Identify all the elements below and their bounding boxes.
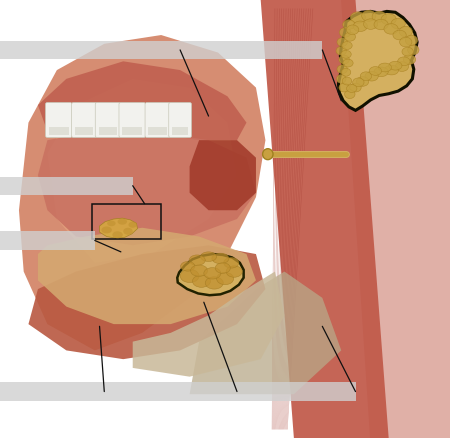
Polygon shape [261,0,389,438]
Ellipse shape [398,57,410,66]
Polygon shape [38,61,246,140]
Polygon shape [190,272,341,394]
Bar [0,177,133,195]
Ellipse shape [344,32,356,41]
Ellipse shape [400,37,412,47]
FancyBboxPatch shape [119,102,146,138]
Polygon shape [177,254,244,295]
Bar [75,127,93,135]
Bar [0,41,180,59]
Ellipse shape [384,24,398,34]
Polygon shape [190,140,256,210]
Ellipse shape [369,67,382,75]
Bar [0,382,180,401]
Ellipse shape [365,71,378,81]
Ellipse shape [339,83,349,92]
Ellipse shape [345,90,355,99]
Polygon shape [28,245,265,359]
Ellipse shape [343,20,355,29]
Ellipse shape [226,266,242,277]
Ellipse shape [389,61,402,70]
Ellipse shape [212,253,229,264]
Polygon shape [338,11,417,110]
Bar [0,231,95,250]
Ellipse shape [353,78,364,87]
Bar [92,204,161,239]
Bar [122,127,142,135]
Ellipse shape [341,50,351,58]
Polygon shape [341,0,450,438]
Ellipse shape [364,19,378,29]
Ellipse shape [350,12,365,23]
Ellipse shape [342,77,352,85]
Ellipse shape [402,47,413,56]
FancyBboxPatch shape [46,102,72,138]
Ellipse shape [341,68,351,76]
Bar [49,127,69,135]
Ellipse shape [381,14,396,25]
FancyBboxPatch shape [72,102,97,138]
Polygon shape [47,79,237,263]
Ellipse shape [217,272,234,285]
Ellipse shape [395,62,409,71]
Ellipse shape [101,226,112,233]
Bar [148,127,167,135]
Ellipse shape [263,148,273,160]
Polygon shape [19,35,265,350]
Ellipse shape [337,65,347,74]
Ellipse shape [201,252,217,261]
Ellipse shape [343,59,353,67]
FancyBboxPatch shape [95,102,120,138]
Ellipse shape [50,22,310,285]
Ellipse shape [353,21,367,32]
Polygon shape [100,218,137,238]
Ellipse shape [403,55,416,64]
Bar [180,382,356,401]
Ellipse shape [204,268,221,279]
Polygon shape [38,228,256,324]
Ellipse shape [112,231,123,238]
Ellipse shape [123,228,133,235]
Bar [99,127,117,135]
Ellipse shape [118,219,127,225]
Ellipse shape [342,42,352,49]
Ellipse shape [337,74,346,83]
Ellipse shape [215,263,230,273]
Polygon shape [38,131,256,245]
Bar [180,41,322,59]
FancyBboxPatch shape [145,102,170,138]
Ellipse shape [362,11,376,21]
FancyBboxPatch shape [169,102,191,138]
Ellipse shape [180,269,199,283]
Ellipse shape [107,221,116,226]
Ellipse shape [128,222,137,228]
Ellipse shape [350,83,361,92]
Ellipse shape [181,261,195,271]
Ellipse shape [336,46,346,55]
Ellipse shape [391,18,405,29]
Ellipse shape [393,30,406,40]
Ellipse shape [192,275,210,287]
Ellipse shape [191,265,208,276]
Ellipse shape [339,55,349,64]
Ellipse shape [408,45,419,55]
Ellipse shape [346,25,359,35]
Ellipse shape [189,255,205,265]
Ellipse shape [405,35,418,46]
Ellipse shape [356,77,369,86]
Ellipse shape [337,38,347,46]
Ellipse shape [205,277,223,289]
Ellipse shape [360,72,372,81]
Ellipse shape [384,65,399,75]
Ellipse shape [372,11,386,22]
Polygon shape [133,272,284,377]
Ellipse shape [346,85,357,92]
Ellipse shape [224,258,239,268]
Ellipse shape [374,67,388,77]
Ellipse shape [374,19,388,30]
Ellipse shape [339,28,351,37]
Ellipse shape [378,63,392,72]
Bar [172,127,188,135]
Ellipse shape [399,26,412,37]
